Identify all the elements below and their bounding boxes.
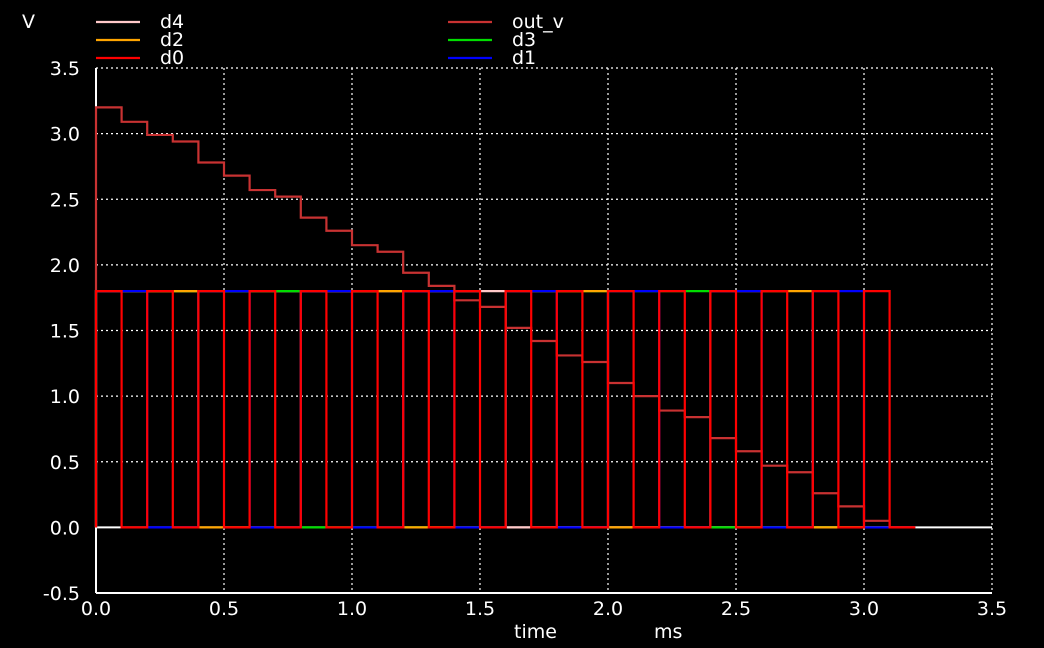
y-tick-label: 0.5 [50, 452, 80, 474]
tick-labels: 0.0 0.5 1.0 1.5 2.0 2.5 3.0 3.5-0.50.00.51.01.5… [43, 58, 1007, 620]
y-axis-label: V [22, 11, 35, 33]
legend-item-d2: d2 [96, 29, 184, 51]
legend-label: d2 [160, 29, 184, 51]
x-tick-label: 0.0 [81, 598, 111, 620]
legend-label: d3 [512, 29, 536, 51]
legend-label: d4 [160, 11, 184, 33]
legend-item-d4: d4 [96, 11, 184, 33]
legend-label: d0 [160, 47, 184, 69]
legend-item-out-v: out_v [448, 11, 564, 33]
y-tick-label: 2.0 [50, 255, 80, 277]
y-tick-label: 3.0 [50, 124, 80, 146]
y-tick-label: -0.5 [43, 583, 80, 605]
y-tick-label: 1.0 [50, 386, 80, 408]
y-tick-label: 1.5 [50, 321, 80, 343]
legend-label: out_v [512, 11, 564, 33]
legend-item-d3: d3 [448, 29, 536, 51]
x-axis-label: time [514, 621, 557, 643]
x-tick-label: 3.5 [977, 598, 1007, 620]
series-line-d0 [94, 290, 916, 529]
x-tick-label: 2.0 [593, 598, 623, 620]
legend-label: d1 [512, 47, 536, 69]
x-tick-label: 3.0 [849, 598, 879, 620]
x-tick-label: 0.5 [209, 598, 239, 620]
x-tick-label: 1.5 [465, 598, 495, 620]
x-tick-label: 2.5 [721, 598, 751, 620]
x-tick-label: 1.0 [337, 598, 367, 620]
y-tick-label: 3.5 [50, 58, 80, 80]
x-axis-unit: ms [654, 621, 682, 643]
y-tick-label: 2.5 [50, 189, 80, 211]
y-tick-label: 0.0 [50, 517, 80, 539]
legend-item-d0: d0 [96, 47, 184, 69]
legend-item-d1: d1 [448, 47, 536, 69]
series-layer [94, 106, 916, 529]
